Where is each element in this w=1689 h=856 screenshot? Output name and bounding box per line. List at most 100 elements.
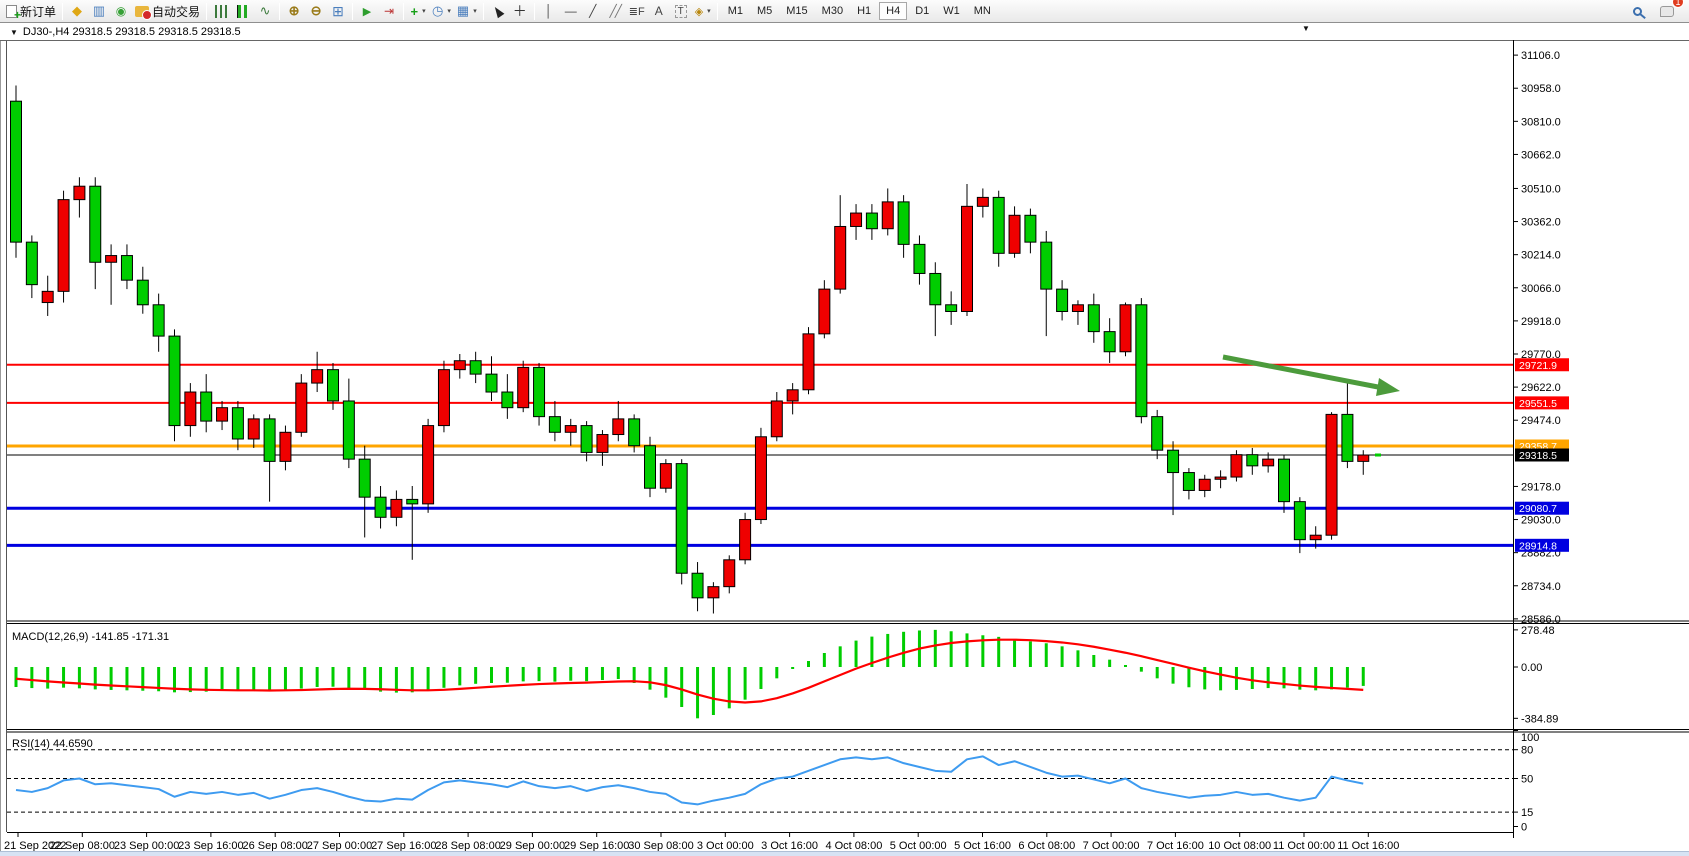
metaeditor-button[interactable]: ◆ bbox=[67, 1, 87, 21]
templates-button[interactable]: ▦ ▾ bbox=[455, 1, 479, 21]
candle-down bbox=[152, 304, 165, 337]
candlestick-icon bbox=[236, 4, 250, 18]
timeframe-button-H4[interactable]: H4 bbox=[879, 2, 908, 20]
candle-down bbox=[533, 366, 546, 418]
candle-down bbox=[548, 416, 561, 433]
candle-up bbox=[1119, 304, 1132, 353]
timeframe-button-M1[interactable]: M1 bbox=[727, 5, 743, 17]
tile-windows-button[interactable]: ⊞ bbox=[328, 1, 348, 21]
timeframe-button-H1[interactable]: H1 bbox=[857, 5, 872, 17]
notifications-button[interactable]: 1 bbox=[1657, 0, 1684, 21]
candle-up bbox=[707, 586, 720, 599]
taskbar-strip bbox=[0, 851, 1689, 856]
price-tick-label: 29178.0 bbox=[1521, 481, 1561, 493]
vertical-line-tool[interactable]: │ bbox=[539, 1, 559, 21]
timeframe-button-M30[interactable]: M30 bbox=[821, 5, 844, 17]
time-tick-label: 30 Sep 08:00 bbox=[628, 840, 693, 852]
candle-up bbox=[1071, 304, 1084, 312]
candle-down bbox=[1103, 331, 1116, 353]
candle-down bbox=[89, 185, 102, 263]
cursor-tool-button[interactable] bbox=[488, 1, 508, 21]
zoom-in-button[interactable]: ⊕ bbox=[284, 1, 304, 21]
channel-tool[interactable]: ╱╱ bbox=[605, 1, 625, 21]
timeframe-button-MN[interactable]: MN bbox=[973, 5, 991, 17]
auto-scroll-button[interactable]: ▶ bbox=[357, 1, 377, 21]
candle-up bbox=[739, 519, 752, 561]
time-tick-label: 22 Sep 08:00 bbox=[50, 840, 115, 852]
toolbar-separator bbox=[482, 2, 484, 20]
line-chart-button[interactable]: ∿ bbox=[255, 1, 275, 21]
candle-down bbox=[580, 425, 593, 453]
toolbar-separator bbox=[533, 2, 535, 20]
shapes-icon: ◈ bbox=[694, 5, 704, 18]
periods-button[interactable]: ◷ ▾ bbox=[430, 1, 453, 21]
trendline-icon: ╱ bbox=[589, 4, 597, 18]
search-button[interactable] bbox=[1627, 1, 1647, 21]
terminal-button[interactable]: ▥ bbox=[89, 1, 109, 21]
fibonacci-icon: ≣F bbox=[628, 5, 645, 18]
time-tick-label: 29 Sep 00:00 bbox=[500, 840, 565, 852]
price-label-box bbox=[1515, 501, 1569, 515]
price-tick-label: 29622.0 bbox=[1521, 382, 1561, 394]
macd-signal-line bbox=[15, 638, 1364, 704]
bar-chart-button[interactable] bbox=[211, 1, 231, 21]
new-order-button[interactable]: 新订单 bbox=[4, 1, 58, 22]
chat-bubble-icon bbox=[1660, 5, 1674, 17]
price-tick-label: 30066.0 bbox=[1521, 283, 1561, 295]
price-axis[interactable]: 31106.0 30958.0 30810.0 30662.0 30510.0 30362… bbox=[1513, 50, 1569, 834]
chevron-down-icon[interactable]: ▼ bbox=[10, 27, 18, 37]
candle-up bbox=[73, 185, 86, 201]
zoom-out-icon: ⊖ bbox=[310, 3, 322, 18]
crosshair-tool-button[interactable]: ＋ bbox=[510, 1, 530, 21]
arrow-annotation[interactable] bbox=[1222, 354, 1400, 396]
trendline-tool[interactable]: ╱ bbox=[583, 1, 603, 21]
candle-down bbox=[168, 335, 181, 427]
price-tick-label: 29030.0 bbox=[1521, 515, 1561, 527]
autotrade-button[interactable]: 自动交易 bbox=[133, 1, 202, 21]
candle-down bbox=[992, 196, 1005, 254]
channel-icon: ╱╱ bbox=[609, 4, 622, 18]
candle-up bbox=[1230, 454, 1243, 478]
candle-up bbox=[1008, 214, 1021, 254]
toolbar-separator bbox=[716, 2, 718, 20]
timeframe-button-D1[interactable]: D1 bbox=[915, 5, 930, 17]
zoom-in-icon: ⊕ bbox=[288, 3, 300, 18]
macd-tick-label: 278.48 bbox=[1521, 625, 1555, 637]
trend-arrow-line[interactable] bbox=[1222, 354, 1379, 390]
chart-shift-marker-icon[interactable]: ▼ bbox=[1302, 24, 1310, 33]
price-label-box bbox=[1515, 538, 1569, 552]
text-label-tool[interactable]: T bbox=[671, 1, 691, 21]
macd-tick-label: 0.00 bbox=[1521, 662, 1542, 674]
toolbar-separator bbox=[206, 2, 208, 20]
trend-arrow-head bbox=[1376, 378, 1400, 396]
arrows-tool[interactable]: ◈ ▾ bbox=[693, 1, 713, 21]
candle-up bbox=[437, 369, 450, 427]
chart-shift-button[interactable]: ⇥ bbox=[379, 1, 399, 21]
candlestick-chart-button[interactable] bbox=[233, 1, 253, 21]
candle-down bbox=[200, 391, 213, 422]
candle-up bbox=[422, 425, 435, 505]
zoom-out-button[interactable]: ⊖ bbox=[306, 1, 326, 21]
candle-down bbox=[374, 496, 387, 518]
text-tool[interactable]: A bbox=[649, 1, 669, 21]
time-tick-label: 4 Oct 08:00 bbox=[825, 840, 882, 852]
candle-down bbox=[1246, 454, 1259, 467]
timeframe-button-W1[interactable]: W1 bbox=[943, 5, 960, 17]
horizontal-line-tool[interactable]: — bbox=[561, 1, 581, 21]
indicators-button[interactable]: + ▾ bbox=[408, 1, 428, 21]
signals-button[interactable]: ◉ bbox=[111, 1, 131, 21]
time-tick-label: 23 Sep 16:00 bbox=[178, 840, 243, 852]
timeframe-button-M15[interactable]: M15 bbox=[786, 5, 808, 17]
rsi-tick-label: 100 bbox=[1521, 732, 1539, 744]
time-tick-label: 28 Sep 08:00 bbox=[435, 840, 500, 852]
fibonacci-tool[interactable]: ≣F bbox=[627, 1, 647, 21]
candle-up bbox=[279, 431, 292, 462]
time-tick-label: 26 Sep 08:00 bbox=[242, 840, 307, 852]
candle-up bbox=[818, 288, 831, 335]
timeframe-button-M5[interactable]: M5 bbox=[756, 5, 773, 17]
candle-up bbox=[723, 559, 736, 588]
candle-up bbox=[564, 425, 577, 433]
